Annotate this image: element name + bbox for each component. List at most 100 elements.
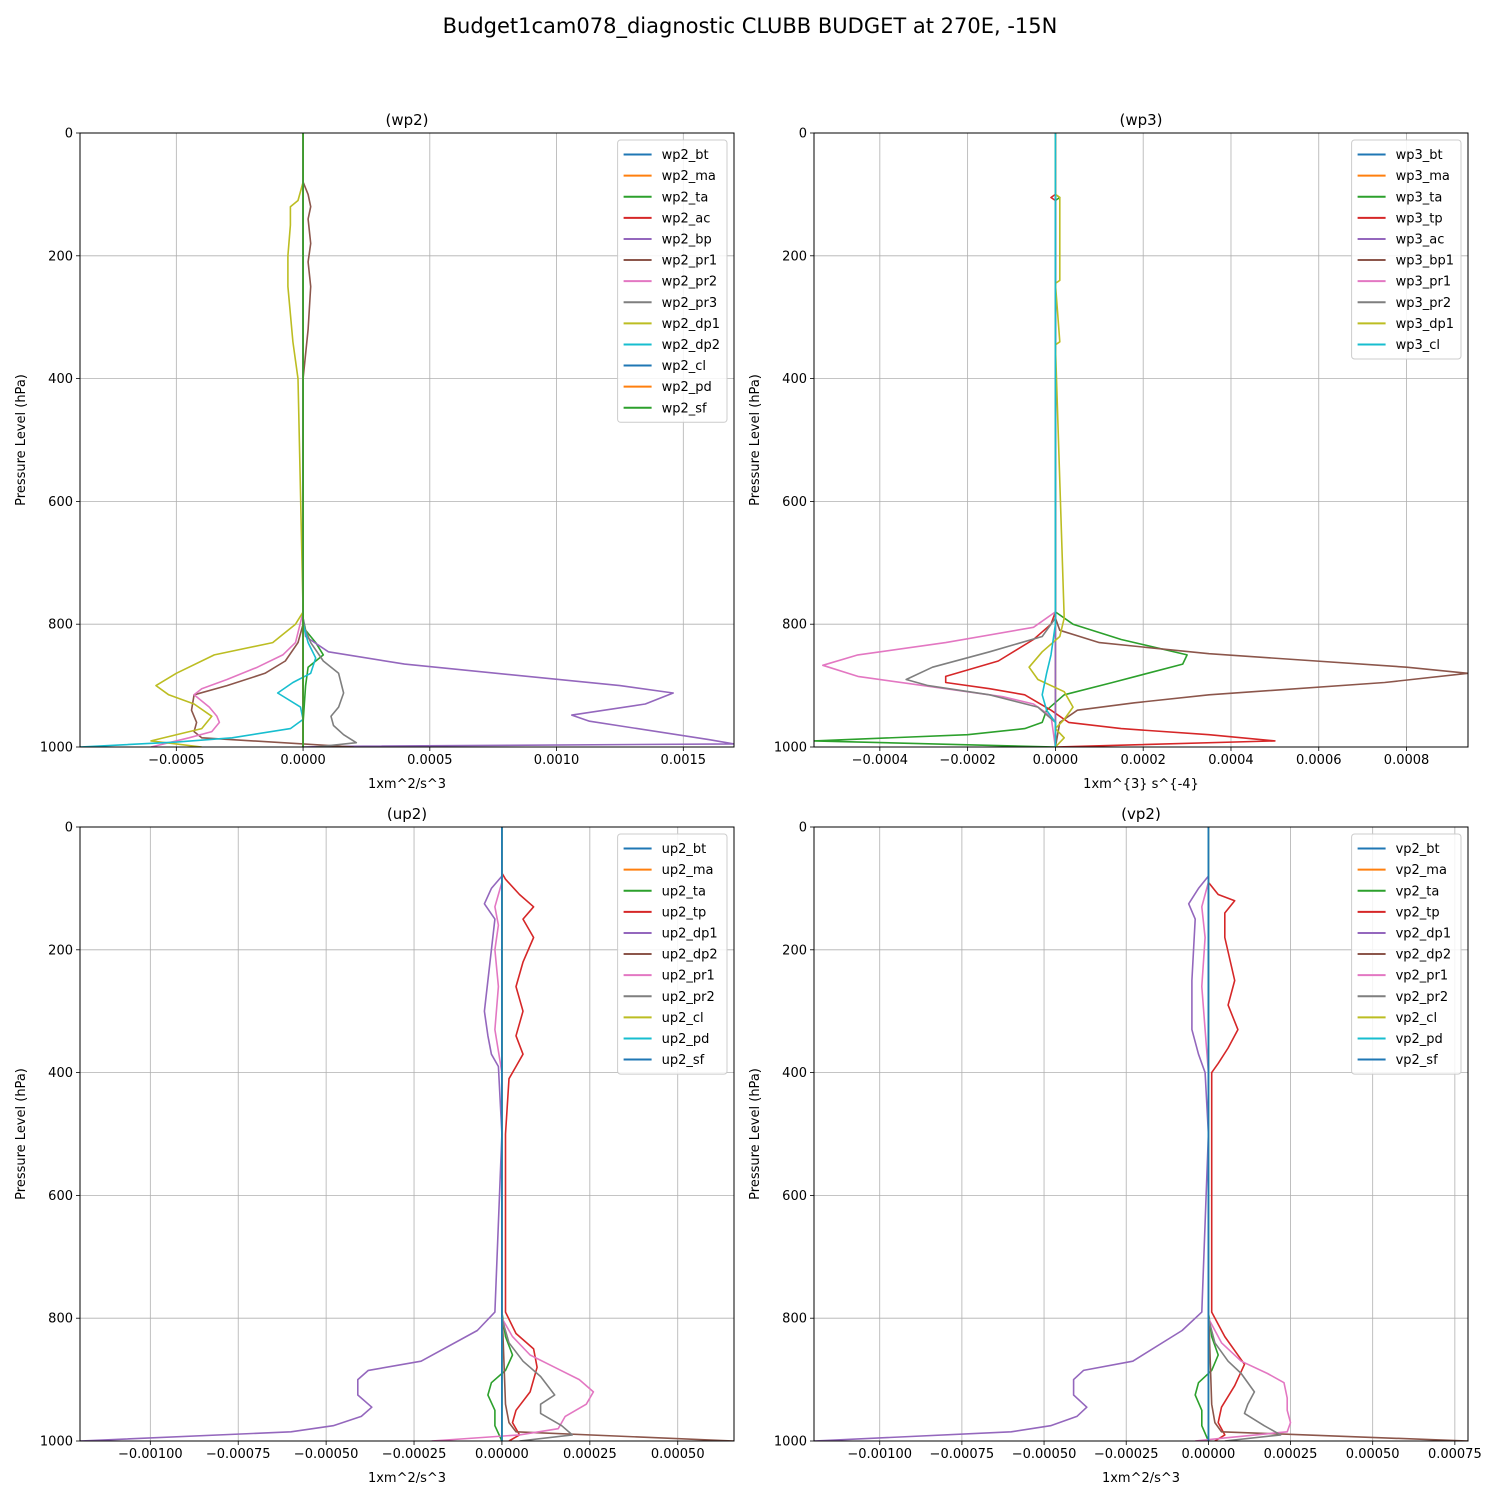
x-tick-label: 0.00075 <box>1428 1447 1482 1462</box>
legend-entry: vp2_dp2 <box>1396 948 1452 963</box>
figure-title: Budget1cam078_diagnostic CLUBB BUDGET at… <box>442 14 1058 38</box>
x-axis-label: 1xm^{3} s^{-4} <box>1083 777 1199 792</box>
series-line-up2_pr1 <box>431 827 595 1441</box>
legend-entry: vp2_tp <box>1396 905 1440 920</box>
legend-entry: wp3_pr1 <box>1396 275 1452 290</box>
legend-entry: vp2_pr1 <box>1396 969 1449 984</box>
legend-entry: wp2_cl <box>662 359 706 374</box>
legend-entry: wp3_bp1 <box>1396 254 1454 269</box>
x-tick-label: 0.0008 <box>1384 753 1430 768</box>
y-tick-label: 400 <box>782 1066 807 1081</box>
y-tick-label: 200 <box>48 249 73 264</box>
legend-entry: wp3_dp1 <box>1396 317 1454 332</box>
series-line-up2_dp1 <box>80 827 503 1441</box>
series-lines <box>80 827 734 1441</box>
x-tick-label: −0.00100 <box>118 1447 183 1462</box>
series-line-wp3_dp1 <box>1028 133 1074 747</box>
legend: wp2_bt wp2_ma wp2_ta wp2_ac wp2_bp wp2_pr1 wp2… <box>617 139 728 423</box>
x-tick-label: 0.00000 <box>1181 1447 1235 1462</box>
x-tick-label: 0.0006 <box>1296 753 1342 768</box>
y-axis-label: Pressure Level (hPa) <box>748 1068 763 1200</box>
x-tick-label: −0.00025 <box>382 1447 447 1462</box>
series-line-vp2_dp1 <box>814 827 1210 1441</box>
legend-entry: wp2_pr1 <box>662 254 718 269</box>
y-tick-label: 600 <box>782 495 807 510</box>
subplot-title: (vp2) <box>1121 805 1161 823</box>
legend-entry: wp3_bt <box>1396 148 1443 163</box>
series-line-wp3_cl <box>1041 133 1057 747</box>
series-line-wp2_ta <box>302 133 325 747</box>
y-tick-label: 0 <box>799 821 807 836</box>
x-tick-label: −0.00075 <box>206 1447 271 1462</box>
y-tick-label: 0 <box>799 127 807 142</box>
y-tick-label: 600 <box>782 1189 807 1204</box>
x-tick-label: 0.0005 <box>407 753 453 768</box>
y-tick-label: 1000 <box>774 741 807 756</box>
series-line-up2_ta <box>487 827 514 1441</box>
y-tick-label: 1000 <box>40 1435 73 1450</box>
series-line-wp3_bp1 <box>1054 133 1468 747</box>
legend-entry: vp2_pd <box>1396 1032 1443 1047</box>
legend-entry: wp2_pd <box>662 380 712 395</box>
x-tick-label: −0.00050 <box>294 1447 359 1462</box>
series-line-wp2_pr2 <box>150 133 304 747</box>
legend-entry: vp2_pr2 <box>1396 990 1449 1005</box>
legend-entry: up2_bt <box>662 842 707 857</box>
series-line-wp3_pr1 <box>821 133 1057 747</box>
series-lines <box>814 827 1468 1441</box>
y-axis-label: Pressure Level (hPa) <box>14 374 29 506</box>
legend-entry: wp2_dp1 <box>662 317 720 332</box>
legend-entry: wp2_bp <box>662 232 712 247</box>
y-tick-label: 0 <box>65 127 73 142</box>
x-tick-label: −0.0002 <box>939 753 995 768</box>
x-axis-label: 1xm^2/s^3 <box>1102 1471 1180 1486</box>
legend-entry: vp2_bt <box>1396 842 1440 857</box>
subplot-1: −0.0004 −0.0002 0.0000 0.0002 0.0004 0.0006 0.… <box>748 111 1469 792</box>
legend-entry: wp2_ac <box>662 211 711 226</box>
x-tick-label: 0.0015 <box>661 753 707 768</box>
y-tick-label: 200 <box>48 943 73 958</box>
legend-entry: up2_tp <box>662 905 707 920</box>
legend-entry: wp2_ma <box>662 169 716 184</box>
subplot-title: (up2) <box>387 805 427 823</box>
series-line-up2_pr2 <box>501 827 574 1441</box>
y-axis-label: Pressure Level (hPa) <box>14 1068 29 1200</box>
legend-entry: wp2_pr2 <box>662 275 718 290</box>
axes-frame <box>813 826 1469 1442</box>
y-tick-label: 1000 <box>774 1435 807 1450</box>
subplot-2: −0.00100 −0.00075 −0.00050 −0.00025 0.00000 0… <box>14 805 735 1486</box>
series-line-wp2_pr3 <box>302 133 358 747</box>
series-lines <box>814 133 1468 747</box>
x-tick-label: −0.0005 <box>148 753 204 768</box>
y-tick-label: 400 <box>48 1066 73 1081</box>
legend-entry: wp2_bt <box>662 148 709 163</box>
axes-frame <box>79 132 735 748</box>
legend-entry: up2_dp2 <box>662 948 718 963</box>
legend-entry: wp3_ma <box>1396 169 1450 184</box>
y-tick-label: 400 <box>48 372 73 387</box>
y-tick-label: 600 <box>48 495 73 510</box>
subplot-title: (wp3) <box>1119 111 1162 129</box>
legend-entry: vp2_sf <box>1396 1053 1438 1068</box>
x-axis-label: 1xm^2/s^3 <box>368 1471 446 1486</box>
legend: vp2_bt vp2_ma vp2_ta vp2_tp vp2_dp1 vp2_dp2vp… <box>1351 833 1462 1075</box>
legend-entry: vp2_ta <box>1396 884 1440 899</box>
legend-entry: wp2_pr3 <box>662 296 718 311</box>
series-line-wp2_dp2 <box>80 133 317 747</box>
x-tick-label: 0.00000 <box>475 1447 529 1462</box>
subplot-3: −0.00100 −0.00075 −0.00050 −0.00025 0.00000 0… <box>748 805 1482 1486</box>
y-tick-label: 600 <box>48 1189 73 1204</box>
legend-entry: up2_pd <box>662 1032 710 1047</box>
x-tick-label: 0.0010 <box>534 753 580 768</box>
y-tick-label: 800 <box>48 1312 73 1327</box>
legend-box <box>617 139 728 423</box>
y-tick-label: 200 <box>782 249 807 264</box>
y-tick-label: 200 <box>782 943 807 958</box>
y-tick-label: 0 <box>65 821 73 836</box>
legend-entry: wp2_dp2 <box>662 338 720 353</box>
x-tick-label: 0.00050 <box>651 1447 705 1462</box>
series-line-vp2_ta <box>1194 827 1219 1441</box>
legend-entry: wp3_ta <box>1396 190 1443 205</box>
legend-entry: wp3_pr2 <box>1396 296 1452 311</box>
legend-box <box>1351 139 1462 360</box>
